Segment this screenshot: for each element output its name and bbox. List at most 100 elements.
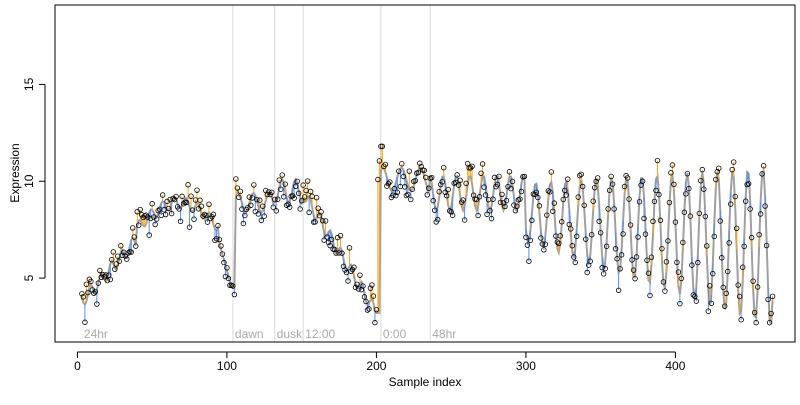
data-point: [675, 269, 682, 275]
data-point: [701, 186, 707, 192]
data-point: [645, 270, 652, 276]
data-point: [720, 284, 726, 291]
data-point: [602, 265, 608, 272]
data-point: [687, 213, 694, 219]
data-point: [562, 187, 568, 194]
data-point: [112, 266, 118, 272]
data-point: [657, 217, 664, 224]
data-point: [194, 187, 200, 193]
data-point: [716, 165, 722, 171]
data-point: [281, 194, 287, 200]
data-point: [550, 208, 556, 214]
data-point: [680, 239, 686, 246]
data-point: [98, 274, 105, 281]
data-point: [517, 196, 523, 202]
data-point: [692, 293, 698, 299]
data-point: [207, 215, 214, 222]
data-point: [364, 307, 371, 313]
data-point: [409, 186, 415, 192]
data-point: [460, 197, 466, 203]
data-point: [95, 280, 102, 286]
data-point: [674, 259, 680, 266]
data-point: [133, 243, 139, 249]
data-point: [391, 185, 398, 192]
data-point: [722, 303, 728, 309]
data-point: [387, 179, 393, 185]
data-point: [216, 236, 223, 243]
data-point: [461, 217, 468, 223]
data-point: [490, 196, 496, 202]
data-point: [695, 259, 701, 266]
data-point: [396, 168, 402, 174]
data-point: [594, 175, 601, 181]
y-axis-label: Expression: [8, 143, 22, 202]
data-point: [731, 159, 737, 165]
data-point: [275, 196, 281, 202]
data-point: [369, 282, 375, 288]
data-point: [185, 182, 191, 188]
data-point: [233, 176, 239, 182]
data-point: [430, 197, 436, 204]
data-point: [590, 198, 596, 204]
data-point: [488, 215, 495, 222]
data-point: [188, 193, 194, 199]
data-point: [300, 182, 306, 188]
data-point: [227, 282, 233, 288]
data-point: [605, 206, 611, 212]
data-point: [258, 217, 265, 224]
data-point: [432, 207, 438, 213]
data-point: [128, 249, 134, 255]
data-point: [266, 189, 272, 195]
data-point: [373, 306, 380, 313]
data-point: [741, 243, 747, 250]
data-point: [666, 199, 673, 206]
data-point: [686, 185, 692, 192]
data-point: [591, 184, 598, 191]
data-point: [693, 298, 700, 304]
data-point: [144, 214, 151, 220]
data-point: [80, 294, 87, 300]
data-point: [476, 194, 483, 200]
data-point: [234, 185, 241, 191]
data-point: [677, 300, 683, 307]
data-point: [565, 176, 571, 182]
data-point: [449, 212, 456, 219]
data-point: [218, 243, 224, 249]
data-point: [535, 194, 541, 201]
data-point: [651, 198, 658, 205]
data-point: [402, 184, 408, 190]
data-point: [435, 216, 441, 223]
data-point: [653, 187, 659, 194]
data-point: [753, 319, 759, 326]
data-point: [248, 202, 254, 208]
data-point: [699, 166, 706, 173]
data-point: [307, 188, 314, 195]
data-point: [351, 264, 357, 270]
data-point: [583, 236, 589, 242]
data-point: [611, 206, 617, 212]
data-point: [647, 292, 653, 299]
data-point: [524, 242, 531, 248]
data-point: [147, 215, 154, 222]
data-point: [354, 281, 360, 287]
data-point: [654, 157, 661, 164]
data-point: [429, 174, 435, 181]
data-point: [79, 291, 85, 297]
x-tick-label: 400: [665, 359, 685, 373]
data-point: [213, 236, 220, 242]
data-point: [124, 256, 130, 262]
y-tick-label: 10: [22, 174, 36, 188]
data-point: [177, 218, 184, 225]
data-point: [736, 293, 743, 300]
data-point: [574, 233, 580, 239]
data-point: [210, 211, 217, 218]
data-point: [557, 233, 563, 239]
data-point: [748, 234, 755, 241]
data-point: [684, 170, 691, 177]
data-point: [547, 189, 553, 195]
data-point: [131, 234, 137, 240]
data-point: [165, 205, 172, 212]
axes-layer: 0 100 200 300 400 5 10 15: [22, 77, 686, 373]
data-point: [348, 268, 354, 275]
